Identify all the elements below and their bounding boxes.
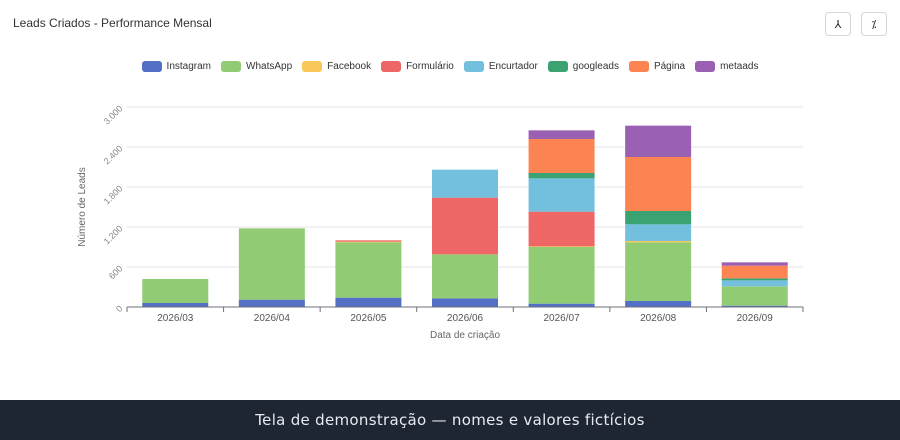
bar-segment[interactable]	[335, 297, 402, 307]
zoom-toggle-button[interactable]: ⁒	[861, 12, 887, 36]
bar-segment[interactable]	[528, 178, 595, 212]
x-tick-label: 2026/06	[447, 313, 484, 324]
bar-segment[interactable]	[625, 301, 692, 307]
x-axis-title: Data de criação	[430, 330, 500, 341]
bar-segment[interactable]	[721, 262, 788, 266]
legend-item[interactable]: Instagram	[141, 61, 212, 72]
demo-footer: Tela de demonstração — nomes e valores f…	[0, 400, 900, 440]
y-tick-label: 0	[114, 303, 125, 314]
legend-item[interactable]: WhatsApp	[221, 61, 292, 72]
bar-segment[interactable]	[625, 157, 692, 211]
y-tick-label: 2.400	[102, 143, 125, 166]
x-tick-label: 2026/03	[157, 313, 194, 324]
legend-label: Facebook	[327, 61, 372, 72]
legend-label: Instagram	[166, 61, 212, 72]
bar-segment[interactable]	[528, 139, 595, 173]
legend-swatch	[547, 61, 568, 72]
legend-item[interactable]: Página	[628, 61, 686, 72]
bar-segment[interactable]	[721, 286, 788, 306]
y-tick-label: 3.000	[102, 103, 125, 126]
chart-legend: Instagram WhatsApp Facebook Formulário Encur…	[0, 61, 900, 72]
legend-label: googleads	[572, 61, 619, 72]
percent-icon: ⁒	[871, 18, 877, 31]
bar-segment[interactable]	[142, 303, 209, 307]
person-icon: ⅄	[834, 18, 842, 31]
legend-label: metaads	[720, 61, 759, 72]
legend-label: Página	[653, 61, 686, 72]
bar-segment[interactable]	[528, 173, 595, 179]
bar-segment[interactable]	[335, 242, 402, 298]
legend-swatch	[221, 61, 242, 72]
legend-swatch	[141, 61, 162, 72]
chart-card: Leads Criados - Performance Mensal ⅄ ⁒ I…	[0, 12, 900, 341]
legend-label: Encurtador	[488, 61, 538, 72]
legend-swatch	[628, 61, 649, 72]
bar-segment[interactable]	[335, 240, 402, 242]
legend-item[interactable]: googleads	[547, 61, 619, 72]
bar-segment[interactable]	[721, 278, 788, 281]
bar-segment[interactable]	[335, 241, 402, 243]
bar-segment[interactable]	[238, 228, 305, 300]
legend-item[interactable]: Facebook	[302, 61, 371, 72]
legend-label: WhatsApp	[246, 61, 293, 72]
legend-item[interactable]: metaads	[695, 61, 758, 72]
bar-segment[interactable]	[528, 247, 595, 304]
bar-segment[interactable]	[528, 303, 595, 307]
x-tick-label: 2026/08	[640, 313, 677, 324]
y-tick-label: 1.200	[102, 223, 125, 246]
legend-item[interactable]: Encurtador	[463, 61, 538, 72]
stacked-bar-chart: 0 600 1.200 1.800 2.400 3.000 2026/03 2026/04 20…	[77, 103, 804, 341]
legend-item[interactable]: Formulário	[381, 61, 454, 72]
x-tick-label: 2026/07	[543, 313, 580, 324]
legend-label: Formulário	[406, 61, 454, 72]
y-axis-title: Número de Leads	[77, 167, 88, 247]
footer-text: Tela de demonstração — nomes e valores f…	[255, 411, 645, 429]
legend-swatch	[381, 61, 402, 72]
bar-segment[interactable]	[432, 298, 498, 307]
bar-segment[interactable]	[142, 279, 209, 303]
bar-segment[interactable]	[432, 254, 498, 299]
bar-segment[interactable]	[625, 125, 692, 157]
legend-swatch	[302, 61, 323, 72]
bar-segment[interactable]	[432, 197, 498, 255]
bar-segment[interactable]	[238, 299, 305, 307]
x-tick-label: 2026/05	[350, 313, 387, 324]
bar-segment[interactable]	[721, 305, 788, 307]
bar-segment[interactable]	[625, 241, 692, 243]
bar-segment[interactable]	[625, 211, 692, 225]
legend-swatch	[463, 61, 484, 72]
bar-segment[interactable]	[528, 211, 595, 247]
chart-title: Leads Criados - Performance Mensal	[13, 16, 212, 30]
y-tick-label: 600	[107, 263, 125, 281]
bar-segment[interactable]	[625, 242, 692, 301]
reset-zoom-button[interactable]: ⅄	[825, 12, 851, 36]
bar-segment[interactable]	[528, 246, 595, 247]
bar-segment[interactable]	[721, 280, 788, 287]
y-tick-label: 1.800	[102, 183, 125, 206]
bar-segment[interactable]	[625, 224, 692, 241]
bar-segment[interactable]	[432, 169, 498, 198]
legend-swatch	[695, 61, 716, 72]
x-tick-label: 2026/04	[254, 313, 291, 324]
bar-segment[interactable]	[721, 265, 788, 279]
bar-segment[interactable]	[528, 130, 595, 139]
x-tick-label: 2026/09	[737, 313, 774, 324]
